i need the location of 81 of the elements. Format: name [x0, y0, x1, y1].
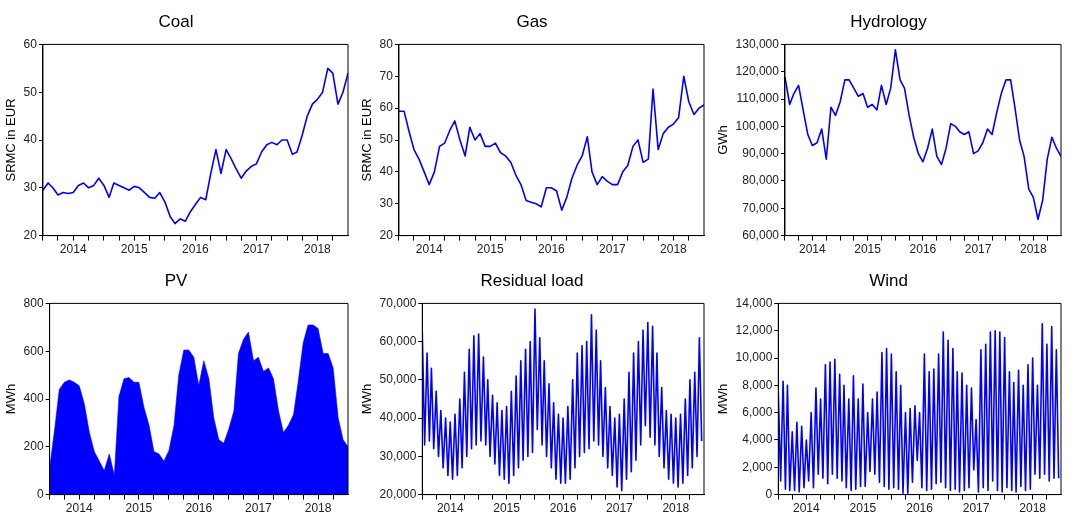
- x-tick-label: 2016: [182, 242, 210, 257]
- chart-title: Residual load: [480, 270, 584, 290]
- x-tick-label: 2017: [962, 501, 990, 516]
- y-tick-label: 0: [765, 486, 773, 501]
- y-tick-label: 50,000: [379, 372, 417, 387]
- y-tick-label: 130,000: [735, 36, 780, 51]
- y-tick-label: 2,000: [742, 459, 773, 474]
- y-tick-label: 50: [23, 84, 38, 99]
- x-tick-label: 2018: [662, 501, 690, 516]
- y-tick-label: 40: [23, 132, 38, 147]
- y-axis-title: MWh: [715, 383, 731, 415]
- x-tick-label: 2016: [538, 242, 566, 257]
- y-tick-label: 120,000: [735, 64, 780, 79]
- y-tick-label: 20: [379, 227, 394, 242]
- y-tick-label: 70,000: [742, 200, 780, 215]
- y-tick-label: 60: [23, 36, 38, 51]
- y-axis-title: MWh: [359, 383, 375, 415]
- chart-title: PV: [164, 270, 188, 290]
- y-tick-label: 0: [36, 486, 44, 501]
- y-tick-label: 40: [379, 164, 394, 179]
- x-tick-label: 2015: [493, 501, 521, 516]
- x-tick-label: 2016: [549, 501, 577, 516]
- y-axis-title: MWh: [3, 383, 19, 415]
- y-tick-label: 70: [379, 68, 394, 83]
- x-tick-label: 2014: [436, 501, 464, 516]
- y-tick-label: 200: [23, 439, 44, 454]
- chart-title: Coal: [158, 11, 194, 31]
- y-axis-title: SRMC in EUR: [359, 98, 375, 182]
- x-tick-label: 2014: [415, 242, 443, 257]
- y-tick-label: 8,000: [742, 377, 773, 392]
- y-tick-label: 60,000: [379, 333, 417, 348]
- y-tick-label: 30: [379, 196, 394, 211]
- x-tick-label: 2015: [849, 501, 877, 516]
- x-tick-label: 2014: [65, 501, 93, 516]
- y-tick-label: 60: [379, 100, 394, 115]
- y-tick-label: 12,000: [735, 323, 773, 338]
- x-tick-label: 2017: [245, 501, 273, 516]
- chart-title: Gas: [516, 11, 548, 31]
- y-tick-label: 800: [23, 295, 44, 310]
- y-axis-title: GWh: [715, 125, 731, 155]
- x-tick-label: 2015: [854, 242, 882, 257]
- y-tick-label: 60,000: [742, 227, 780, 242]
- x-tick-label: 2018: [304, 501, 332, 516]
- y-tick-label: 30,000: [379, 448, 417, 463]
- x-tick-label: 2016: [185, 501, 213, 516]
- x-tick-label: 2018: [660, 242, 688, 257]
- x-tick-label: 2018: [304, 242, 332, 257]
- y-tick-label: 110,000: [736, 91, 780, 106]
- x-tick-label: 2014: [59, 242, 87, 257]
- x-tick-label: 2014: [799, 242, 827, 257]
- y-tick-label: 90,000: [742, 145, 780, 160]
- y-tick-label: 80,000: [742, 173, 780, 188]
- x-tick-label: 2016: [909, 242, 937, 257]
- x-tick-label: 2016: [906, 501, 934, 516]
- x-tick-label: 2017: [606, 501, 634, 516]
- x-tick-label: 2015: [125, 501, 153, 516]
- y-tick-label: 40,000: [379, 410, 417, 425]
- y-tick-label: 4,000: [742, 432, 773, 447]
- y-tick-label: 20,000: [379, 486, 417, 501]
- x-tick-label: 2017: [243, 242, 271, 257]
- chart-title: Wind: [869, 270, 908, 290]
- y-tick-label: 50: [379, 132, 394, 147]
- y-tick-label: 600: [23, 343, 44, 358]
- y-tick-label: 20: [23, 227, 38, 242]
- chart-title: Hydrology: [850, 11, 928, 31]
- y-tick-label: 80: [379, 36, 394, 51]
- x-tick-label: 2018: [1019, 242, 1047, 257]
- x-tick-label: 2018: [1019, 501, 1047, 516]
- y-tick-label: 6,000: [742, 404, 773, 419]
- y-tick-label: 100,000: [735, 118, 780, 133]
- x-tick-label: 2017: [599, 242, 627, 257]
- x-tick-label: 2015: [476, 242, 504, 257]
- y-tick-label: 30: [23, 180, 38, 195]
- x-tick-label: 2014: [792, 501, 821, 516]
- y-tick-label: 14,000: [735, 295, 773, 310]
- y-tick-label: 10,000: [735, 350, 773, 365]
- y-axis-title: SRMC in EUR: [3, 98, 19, 182]
- x-tick-label: 2015: [120, 242, 148, 257]
- y-tick-label: 70,000: [379, 295, 417, 310]
- x-tick-label: 2017: [964, 242, 992, 257]
- y-tick-label: 400: [23, 391, 44, 406]
